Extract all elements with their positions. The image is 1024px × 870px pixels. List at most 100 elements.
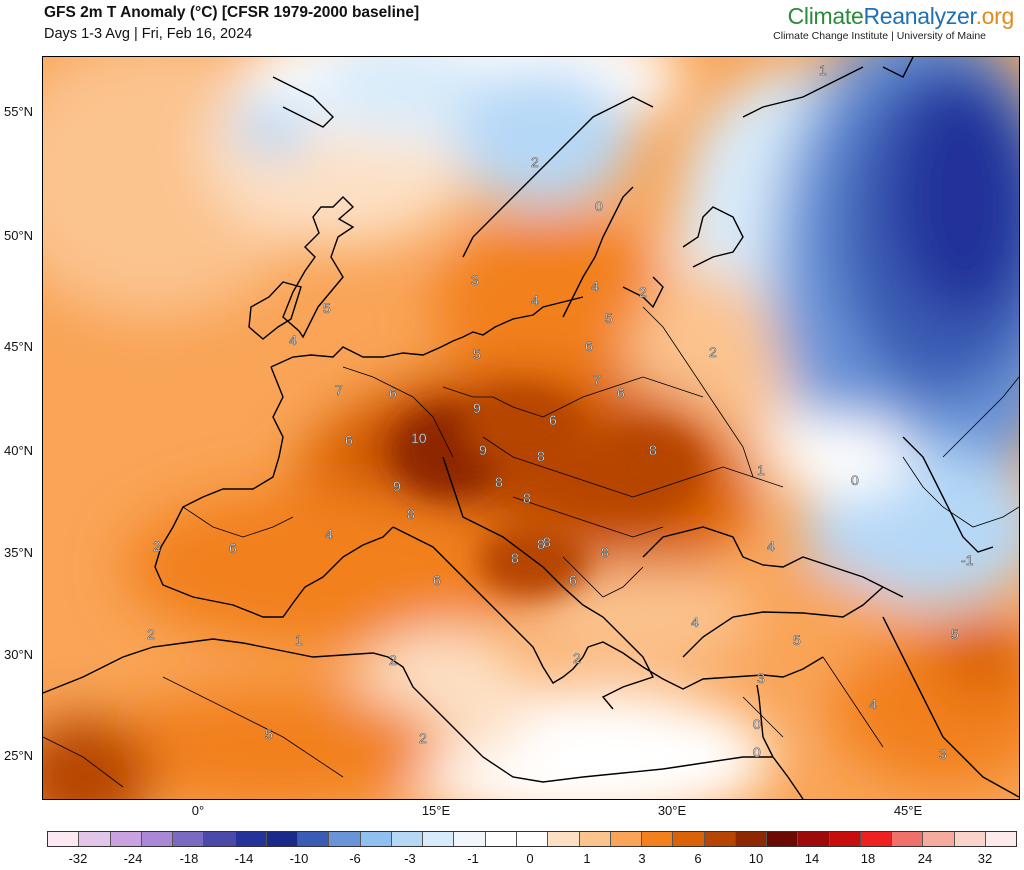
contour-label: 6 — [345, 432, 353, 448]
colorbar-label: -32 — [68, 851, 88, 866]
contour-label: 2 — [389, 652, 397, 668]
colorbar-swatch — [829, 832, 861, 846]
colorbar-swatch — [110, 832, 142, 846]
colorbar-swatch — [173, 832, 205, 846]
colorbar-swatch — [985, 832, 1017, 846]
contour-label: 1 — [295, 632, 303, 648]
colorbar-label: 3 — [638, 851, 646, 866]
contour-label: 2 — [419, 730, 427, 746]
colorbar-swatch — [485, 832, 517, 846]
y-axis-label: 25°N — [4, 748, 34, 763]
contour-label: 0 — [753, 716, 761, 732]
colorbar-label: -6 — [349, 851, 361, 866]
brand-part-reanalyzer: Reanalyzer — [863, 3, 976, 29]
colorbar-label: 24 — [917, 851, 933, 866]
colorbar-swatch — [735, 832, 768, 846]
colorbar-label: 1 — [583, 851, 591, 866]
contour-label: -1 — [961, 552, 974, 568]
colorbar-swatch — [954, 832, 986, 846]
contour-label: 2 — [531, 154, 539, 170]
colorbar-label: 18 — [860, 851, 876, 866]
y-axis-label: 30°N — [4, 647, 34, 662]
contour-labels: 1 2 0 3 4 4 2 5 5 4 5 6 2 7 6 7 6 9 10 6… — [147, 62, 974, 763]
colorbar-swatch — [266, 832, 299, 846]
contour-label: 8 — [537, 448, 545, 464]
colorbar-swatch — [892, 832, 924, 846]
colorbar-label: -24 — [123, 851, 143, 866]
colorbar-swatch — [454, 832, 486, 846]
colorbar-swatch — [298, 832, 330, 846]
colorbar-swatch — [391, 832, 424, 846]
contour-label: 8 — [543, 534, 551, 550]
borders — [43, 306, 1019, 788]
contour-label: 1 — [819, 62, 827, 78]
y-axis-label: 45°N — [4, 339, 34, 354]
contour-label: 6 — [433, 572, 441, 588]
colorbar-label: -10 — [289, 851, 309, 866]
contour-label: 8 — [523, 490, 531, 506]
contour-label: 6 — [549, 412, 557, 428]
contour-label: 5 — [265, 726, 273, 742]
contour-label: 2 — [147, 626, 155, 642]
contour-label: 2 — [639, 284, 647, 300]
contour-label: 5 — [323, 300, 331, 316]
contour-label: 2 — [153, 538, 161, 554]
contour-label: 4 — [531, 292, 539, 308]
coastlines — [43, 57, 1019, 799]
contour-label: 4 — [289, 332, 297, 348]
contour-label: 4 — [325, 526, 333, 542]
contour-label: 3 — [757, 670, 765, 686]
contour-label: 4 — [869, 696, 877, 712]
contour-label: 3 — [939, 746, 947, 762]
contour-label: 5 — [793, 632, 801, 648]
x-axis-label: 30°E — [657, 803, 687, 818]
map-subtitle: Days 1-3 Avg | Fri, Feb 16, 2024 — [44, 26, 253, 42]
colorbar-label: -18 — [179, 851, 199, 866]
contour-label: 6 — [569, 572, 577, 588]
contour-label: 0 — [753, 744, 761, 760]
contour-label: 5 — [951, 626, 959, 642]
contour-label: 4 — [767, 538, 775, 554]
anomaly-map-svg: 1 2 0 3 4 4 2 5 5 4 5 6 2 7 6 7 6 9 10 6… — [43, 57, 1019, 799]
x-axis-label: 0° — [191, 803, 205, 818]
colorbar — [47, 831, 1017, 847]
brand-part-org: .org — [975, 3, 1015, 29]
colorbar-swatch — [642, 832, 674, 846]
brand-part-climate: Climate — [787, 3, 864, 29]
colorbar-label: -3 — [404, 851, 416, 866]
contour-label: 8 — [495, 474, 503, 490]
anomaly-core-shading — [393, 387, 703, 597]
contour-label: 8 — [537, 536, 545, 552]
brand-subtitle: Climate Change Institute | University of… — [773, 30, 986, 42]
y-axis-label: 50°N — [4, 228, 34, 243]
colorbar-swatch — [860, 832, 893, 846]
contour-label: 1 — [757, 462, 765, 478]
colorbar-swatch — [579, 832, 611, 846]
colorbar-swatch — [79, 832, 111, 846]
contour-label: 8 — [649, 442, 657, 458]
colorbar-swatch — [704, 832, 736, 846]
contour-label: 3 — [471, 272, 479, 288]
brand-logo[interactable]: ClimateReanalyzer.org — [787, 3, 1015, 30]
colorbar-label: -1 — [467, 851, 479, 866]
anomaly-shading — [43, 57, 1019, 799]
colorbar-swatch — [329, 832, 361, 846]
contour-label: 9 — [479, 442, 487, 458]
colorbar-swatch — [767, 832, 799, 846]
colorbar-label: 32 — [977, 851, 993, 866]
colorbar-swatch — [235, 832, 267, 846]
contour-label: 5 — [473, 346, 481, 362]
y-axis-label: 35°N — [4, 545, 34, 560]
colorbar-swatch — [673, 832, 705, 846]
contour-label: 8 — [511, 550, 519, 566]
contour-label: 9 — [473, 400, 481, 416]
contour-label: 4 — [591, 278, 599, 294]
colorbar-label: 6 — [694, 851, 702, 866]
contour-label: 2 — [709, 344, 717, 360]
colorbar-swatch — [798, 832, 830, 846]
colorbar-swatch — [141, 832, 174, 846]
colorbar-swatch — [204, 832, 236, 846]
contour-label: 0 — [851, 472, 859, 488]
y-axis-label: 40°N — [4, 443, 34, 458]
contour-label: 8 — [601, 544, 609, 560]
